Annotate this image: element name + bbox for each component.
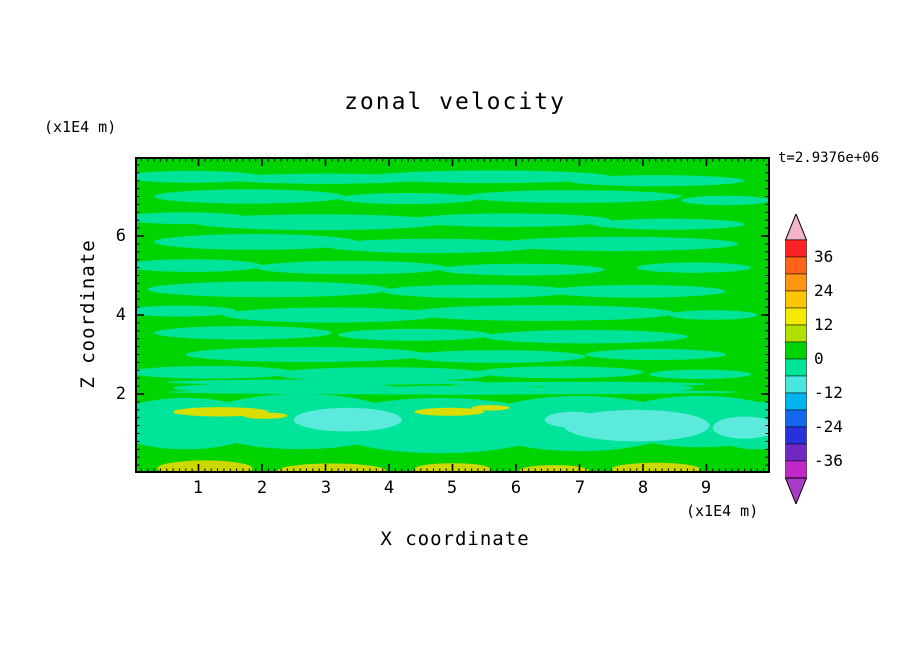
colorbar-tick-label: -24 — [814, 417, 843, 436]
x-tick-label: 6 — [510, 478, 522, 498]
colorbar-tick-label: 12 — [814, 315, 834, 334]
y-axis-title: Z coordinate — [77, 239, 99, 389]
x-tick-label: 5 — [446, 478, 458, 498]
x-tick-label: 8 — [637, 478, 649, 498]
time-annotation: t=2.9376e+06 — [778, 150, 880, 166]
x-tick-label: 7 — [574, 478, 586, 498]
chart-title: zonal velocity — [344, 89, 566, 115]
x-axis-title: X coordinate — [380, 528, 530, 550]
y-tick-label: 4 — [115, 305, 126, 325]
x-axis-unit-label: (x1E4 m) — [686, 502, 759, 520]
x-tick-label: 2 — [256, 478, 268, 498]
colorbar-tick-label: -12 — [814, 383, 843, 402]
y-tick-label: 6 — [115, 226, 126, 246]
x-tick-label: 1 — [192, 478, 204, 498]
y-axis-unit-label: (x1E4 m) — [44, 118, 117, 136]
x-tick-label: 3 — [320, 478, 332, 498]
colorbar-tick-label: 0 — [814, 349, 824, 368]
x-tick-label: 4 — [383, 478, 395, 498]
colorbar-tick-label: 24 — [814, 281, 834, 300]
x-tick-label: 9 — [700, 478, 712, 498]
contour-plot — [135, 157, 770, 473]
colorbar — [785, 214, 807, 504]
colorbar-tick-label: 36 — [814, 247, 834, 266]
y-tick-label: 2 — [115, 384, 126, 404]
colorbar-tick-label: -36 — [814, 451, 843, 470]
